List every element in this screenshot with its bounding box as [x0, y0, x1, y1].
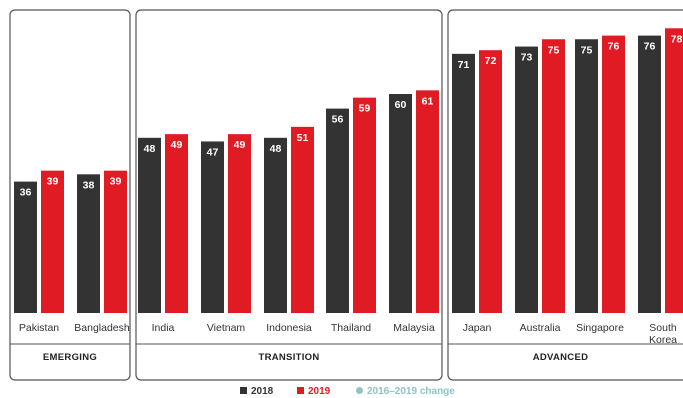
bar-india-2018 [138, 137, 161, 313]
bar-pakistan-2018 [14, 181, 37, 313]
bar-thailand-2018 [326, 108, 349, 313]
bar-india-2019 [165, 134, 188, 313]
legend-marker-2016-2019-change [356, 387, 363, 394]
category-label-bangladesh: Bangladesh [74, 322, 130, 334]
bar-indonesia-2019 [291, 126, 314, 313]
legend: 2018 2019 2016–2019 change [240, 386, 455, 397]
value-label-singapore-2019: 76 [608, 41, 620, 53]
group-label-transition: TRANSITION [258, 352, 319, 363]
value-label-japan-2018: 71 [458, 59, 470, 71]
value-label-australia-2019: 75 [548, 44, 560, 56]
group-label-emerging: EMERGING [43, 352, 97, 363]
category-label-thailand: Thailand [331, 322, 371, 334]
category-label-indonesia: Indonesia [266, 322, 312, 334]
value-label-indonesia-2018: 48 [270, 143, 282, 155]
value-label-indonesia-2019: 51 [297, 132, 309, 144]
group-label-advanced: ADVANCED [533, 352, 589, 363]
bar-bangladesh-2019 [104, 170, 127, 313]
value-label-japan-2019: 72 [485, 55, 497, 67]
bar-japan-2018 [452, 53, 475, 313]
bar-malaysia-2019 [416, 90, 439, 313]
value-label-bangladesh-2018: 38 [83, 179, 95, 191]
value-label-malaysia-2019: 61 [422, 95, 434, 107]
panel-emerging [9, 9, 131, 381]
category-label-india: India [152, 322, 175, 334]
bars-layer [14, 28, 683, 314]
value-label-south-korea-2018: 76 [644, 41, 656, 53]
value-label-vietnam-2019: 49 [234, 139, 246, 151]
bar-thailand-2019 [353, 97, 376, 314]
bar-south-korea-2018 [638, 35, 661, 313]
legend-label-2018: 2018 [251, 386, 274, 397]
category-label-singapore: Singapore [576, 322, 624, 334]
value-label-india-2018: 48 [144, 143, 156, 155]
legend-label-2019: 2019 [308, 386, 331, 397]
category-label-australia: Australia [520, 322, 561, 334]
bar-vietnam-2019 [228, 134, 251, 313]
bar-vietnam-2018 [201, 141, 224, 313]
category-label-malaysia: Malaysia [393, 322, 435, 334]
bar-australia-2019 [542, 39, 565, 313]
bar-japan-2019 [479, 50, 502, 313]
category-label-vietnam: Vietnam [207, 322, 246, 334]
bar-singapore-2019 [602, 35, 625, 313]
value-label-vietnam-2018: 47 [207, 146, 219, 158]
value-label-malaysia-2018: 60 [395, 99, 407, 111]
value-label-india-2019: 49 [171, 139, 183, 151]
value-label-south-korea-2019: 78 [671, 33, 683, 45]
bar-australia-2018 [515, 46, 538, 314]
value-label-australia-2018: 73 [521, 52, 533, 64]
bar-singapore-2018 [575, 39, 598, 313]
group-panels [9, 9, 683, 381]
legend-marker-2019 [297, 387, 304, 394]
value-label-pakistan-2018: 36 [20, 187, 32, 199]
bar-pakistan-2019 [41, 170, 64, 313]
category-label-pakistan: Pakistan [19, 322, 59, 334]
bar-south-korea-2019 [665, 28, 683, 314]
bar-malaysia-2018 [389, 94, 412, 313]
value-label-pakistan-2019: 39 [47, 176, 59, 188]
panel-advanced [447, 9, 683, 381]
bar-bangladesh-2018 [77, 174, 100, 313]
value-label-singapore-2018: 75 [581, 44, 593, 56]
value-label-thailand-2019: 59 [359, 103, 371, 115]
panel-transition [135, 9, 443, 381]
bar-indonesia-2018 [264, 137, 287, 313]
category-label-japan: Japan [463, 322, 492, 334]
legend-label-2016-2019-change: 2016–2019 change [367, 386, 455, 397]
value-label-bangladesh-2019: 39 [110, 176, 122, 188]
legend-marker-2018 [240, 387, 247, 394]
labels-layer: EMERGING TRANSITION ADVANCED 36 39 Pakistan 38… [19, 33, 683, 363]
value-label-thailand-2018: 56 [332, 114, 344, 126]
category-label-south-korea: South Korea [649, 322, 677, 346]
